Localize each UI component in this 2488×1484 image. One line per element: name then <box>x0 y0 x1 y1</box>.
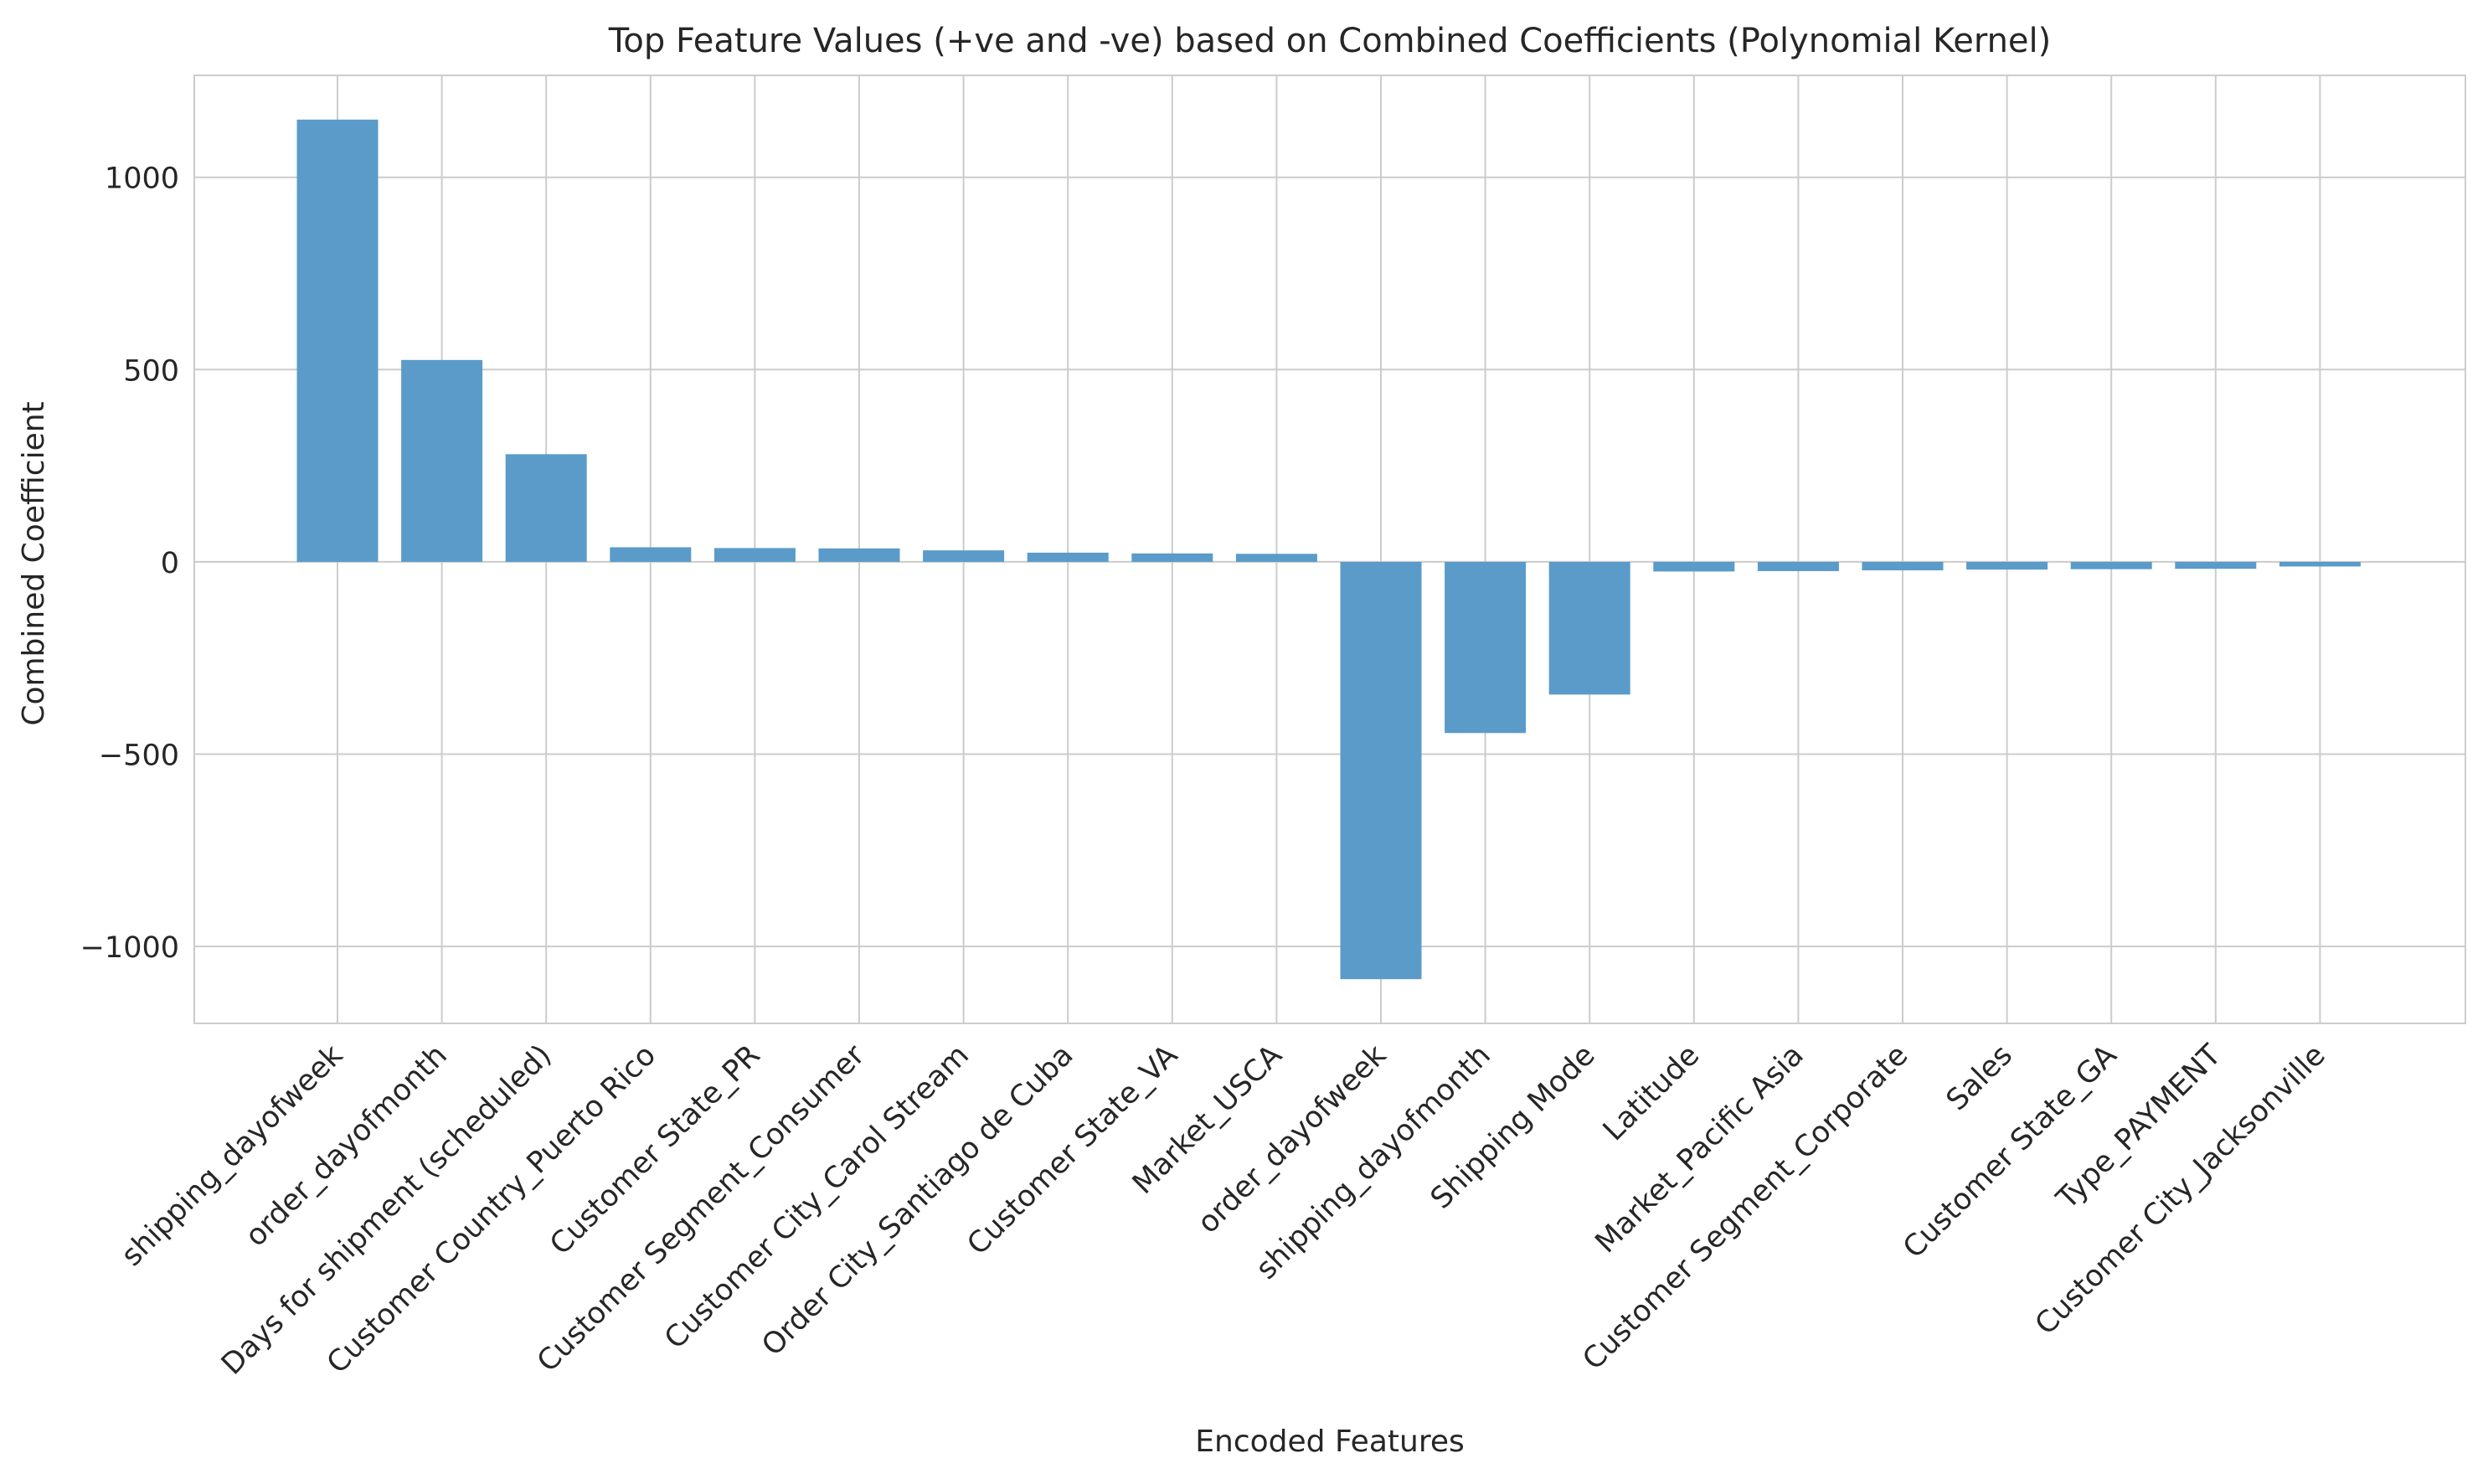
bar <box>1235 554 1317 562</box>
bar <box>1966 561 2048 570</box>
bar <box>505 454 587 562</box>
y-tick-label: 500 <box>123 354 179 388</box>
bar <box>296 119 379 562</box>
y-tick-label: −1000 <box>80 931 179 965</box>
y-tick-label: 1000 <box>105 162 179 196</box>
bar <box>1027 552 1109 562</box>
bars <box>296 119 2361 980</box>
bar <box>1548 561 1630 695</box>
plot-frame <box>193 75 2466 1024</box>
bar <box>401 359 483 562</box>
x-axis-label: Encoded Features <box>1195 1425 1464 1459</box>
bar <box>818 548 900 562</box>
bar <box>1653 561 1735 572</box>
bar <box>1757 561 1839 571</box>
y-tick-labels: −1000 −500 0 500 1000 <box>80 162 179 965</box>
bar <box>1131 553 1213 562</box>
bar <box>2175 561 2257 569</box>
y-tick-label: 0 <box>161 547 179 580</box>
bar <box>610 547 692 562</box>
y-axis-label: Combined Coefficient <box>17 401 51 725</box>
bar <box>923 550 1005 562</box>
bar <box>2070 561 2152 569</box>
bar <box>1862 561 1944 571</box>
bar <box>713 548 796 562</box>
chart-title: Top Feature Values (+ve and -ve) based o… <box>608 22 2052 60</box>
bar <box>1340 561 1422 980</box>
y-tick-label: −500 <box>99 739 179 773</box>
y-grid <box>194 176 2465 948</box>
bar <box>1445 561 1527 734</box>
bar <box>2279 561 2361 567</box>
